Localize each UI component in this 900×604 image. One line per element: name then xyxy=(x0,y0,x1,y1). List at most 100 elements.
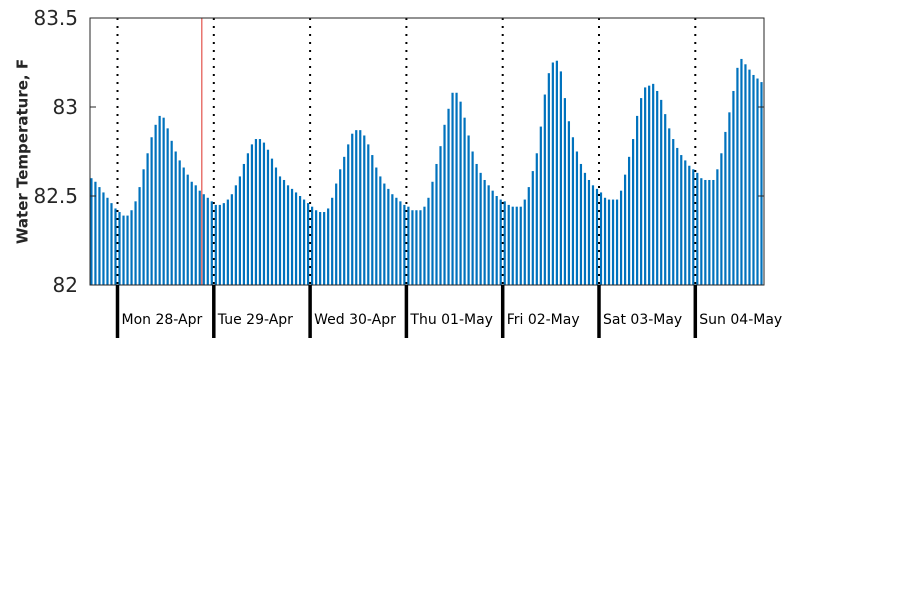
bar xyxy=(579,163,583,285)
bar xyxy=(728,112,731,285)
bar xyxy=(519,206,522,285)
bar xyxy=(270,158,274,285)
bar xyxy=(206,197,209,285)
bar xyxy=(539,126,542,285)
bars-layer xyxy=(90,58,763,286)
bar xyxy=(274,167,278,285)
bar xyxy=(559,71,562,286)
bar xyxy=(383,183,386,285)
bar xyxy=(419,210,422,285)
bar xyxy=(479,172,482,285)
bar xyxy=(668,128,671,285)
bar xyxy=(166,128,169,285)
bar xyxy=(403,204,406,285)
bar xyxy=(407,206,410,285)
bar xyxy=(415,210,418,285)
bar xyxy=(527,187,530,285)
bar xyxy=(563,98,566,285)
bar xyxy=(174,151,177,285)
bar xyxy=(250,144,254,285)
bar xyxy=(712,179,715,285)
bar xyxy=(226,199,229,285)
bar xyxy=(218,204,221,285)
bar xyxy=(190,181,193,285)
bar xyxy=(315,210,318,285)
bar xyxy=(583,172,587,285)
bar xyxy=(744,64,747,285)
bar xyxy=(150,137,153,285)
bar xyxy=(146,153,149,285)
bar xyxy=(696,172,699,285)
bar xyxy=(523,199,526,285)
bar xyxy=(282,179,286,285)
bar xyxy=(463,117,466,286)
y-axis-label: Water Temperature, F xyxy=(13,59,31,244)
bar xyxy=(194,185,197,285)
bar xyxy=(102,192,105,285)
bar xyxy=(319,212,322,285)
bar xyxy=(286,185,290,285)
bar xyxy=(591,185,595,285)
bar xyxy=(262,142,266,285)
bar xyxy=(355,130,358,285)
bar xyxy=(632,139,635,285)
bar xyxy=(363,135,366,285)
bar xyxy=(367,144,370,285)
bar xyxy=(732,90,735,285)
y-tick-label: 82 xyxy=(53,273,78,297)
bar xyxy=(210,201,213,285)
bar xyxy=(254,139,258,285)
bar xyxy=(106,197,109,285)
bar xyxy=(258,139,262,285)
bar xyxy=(716,169,719,285)
bar xyxy=(587,179,591,285)
y-axis: 82 82.5 83 83.5 xyxy=(33,6,764,297)
bar xyxy=(302,199,306,285)
bar xyxy=(515,206,518,285)
bar xyxy=(395,197,398,285)
bar xyxy=(688,165,691,285)
bar xyxy=(636,115,639,286)
bar xyxy=(359,130,362,285)
bar xyxy=(110,203,113,285)
bar xyxy=(435,163,438,285)
bar xyxy=(487,185,490,285)
bar xyxy=(499,199,502,285)
bar xyxy=(198,190,201,285)
bar xyxy=(692,169,695,285)
bar xyxy=(130,210,133,285)
day-label: Mon 28-Apr xyxy=(122,312,203,328)
bar xyxy=(760,82,763,285)
bar xyxy=(531,171,534,285)
bar xyxy=(455,92,458,285)
bar xyxy=(234,185,237,285)
bar xyxy=(170,140,173,285)
bar xyxy=(142,169,145,285)
bar xyxy=(118,212,121,285)
bar xyxy=(98,187,101,285)
bar xyxy=(90,178,93,285)
bar xyxy=(475,163,478,285)
y-tick-label: 83.5 xyxy=(33,6,78,30)
bar xyxy=(595,188,599,285)
bar xyxy=(331,197,334,285)
bar xyxy=(503,201,506,285)
bar xyxy=(680,155,683,285)
bar xyxy=(114,208,117,285)
bar xyxy=(439,146,442,285)
bar xyxy=(567,121,571,286)
bar xyxy=(660,99,663,285)
bar xyxy=(720,153,723,285)
bar xyxy=(431,181,434,285)
bar xyxy=(158,115,161,286)
bar xyxy=(640,98,643,285)
bar xyxy=(611,199,615,285)
bar xyxy=(423,206,426,285)
bar xyxy=(154,124,157,285)
bar xyxy=(451,92,454,285)
bar xyxy=(535,153,538,285)
day-label: Fri 02-May xyxy=(507,312,580,328)
bar xyxy=(178,160,181,285)
bar xyxy=(664,114,667,286)
bar xyxy=(399,201,402,285)
